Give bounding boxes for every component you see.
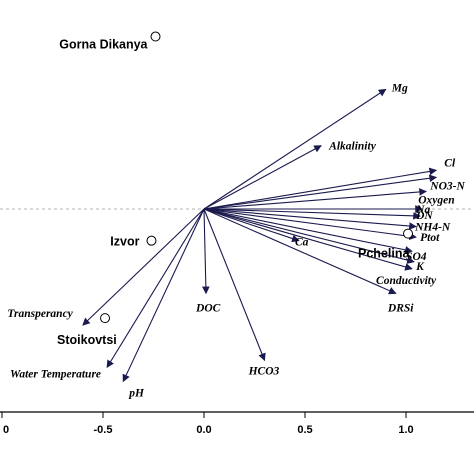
- vector-label-water-temperature: Water Temperature: [10, 368, 101, 380]
- vector-nh4-n: [203, 208, 417, 230]
- vector-mg: [203, 88, 387, 210]
- vector-cl: [203, 167, 438, 210]
- x-tick-label: 1.0: [398, 424, 413, 436]
- vector-label-oxygen: Oxygen: [418, 194, 454, 206]
- vector-label-drsi: DRSi: [387, 302, 414, 314]
- site-marker-izvor: [146, 235, 157, 246]
- vector-label-alkalinity: Alkalinity: [328, 141, 377, 153]
- vector-transperancy: [82, 208, 205, 326]
- vector-label-no3-n: NO3-N: [429, 180, 465, 192]
- site-label-stoikovtsi: Stoikovtsi: [57, 333, 117, 347]
- vector-ca: [203, 208, 300, 243]
- vector-alkalinity: [203, 145, 322, 210]
- vector-label-doc: DOC: [195, 302, 221, 314]
- vector-label-cl: Cl: [444, 157, 456, 169]
- x-tick-label: 0.0: [196, 424, 211, 436]
- vector-so4: [203, 208, 413, 254]
- vector-label-k: K: [415, 261, 425, 273]
- vector-oxygen: [203, 188, 427, 210]
- vector-label-ph: pH: [128, 387, 145, 399]
- vector-k: [203, 208, 415, 264]
- vector-label-mg: Mg: [391, 82, 408, 94]
- site-label-pchelina: Pchelina: [358, 247, 410, 261]
- vector-dn: [203, 208, 421, 220]
- vector-doc: [202, 208, 210, 295]
- x-tick-label: 0: [3, 424, 9, 436]
- x-tick-label: 0.5: [297, 424, 312, 436]
- vector-hco3: [203, 208, 266, 362]
- vector-no3-n: [203, 174, 438, 210]
- vector-label-conductivity: Conductivity: [376, 275, 437, 287]
- vector-label-ca: Ca: [295, 237, 309, 249]
- site-marker-pchelina: [403, 228, 414, 239]
- vector-drsi: [203, 208, 397, 295]
- vector-water-temperature: [106, 208, 205, 369]
- site-marker-gorna-dikanya: [150, 31, 161, 42]
- x-tick-label: -0.5: [94, 424, 113, 436]
- vector-ph: [122, 208, 205, 383]
- vector-label-hco3: HCO3: [248, 365, 280, 377]
- site-marker-stoikovtsi: [100, 313, 111, 324]
- vector-conductivity: [203, 208, 413, 271]
- vector-label-dn: DN: [415, 210, 433, 222]
- site-label-izvor: Izvor: [110, 235, 139, 249]
- site-label-gorna-dikanya: Gorna Dikanya: [59, 38, 148, 52]
- vector-label-ptot: Ptot: [420, 232, 440, 244]
- vector-label-transperancy: Transperancy: [7, 308, 73, 320]
- vector-label-nh4-n: NH4-N: [414, 222, 451, 234]
- vector-ptot: [203, 208, 417, 241]
